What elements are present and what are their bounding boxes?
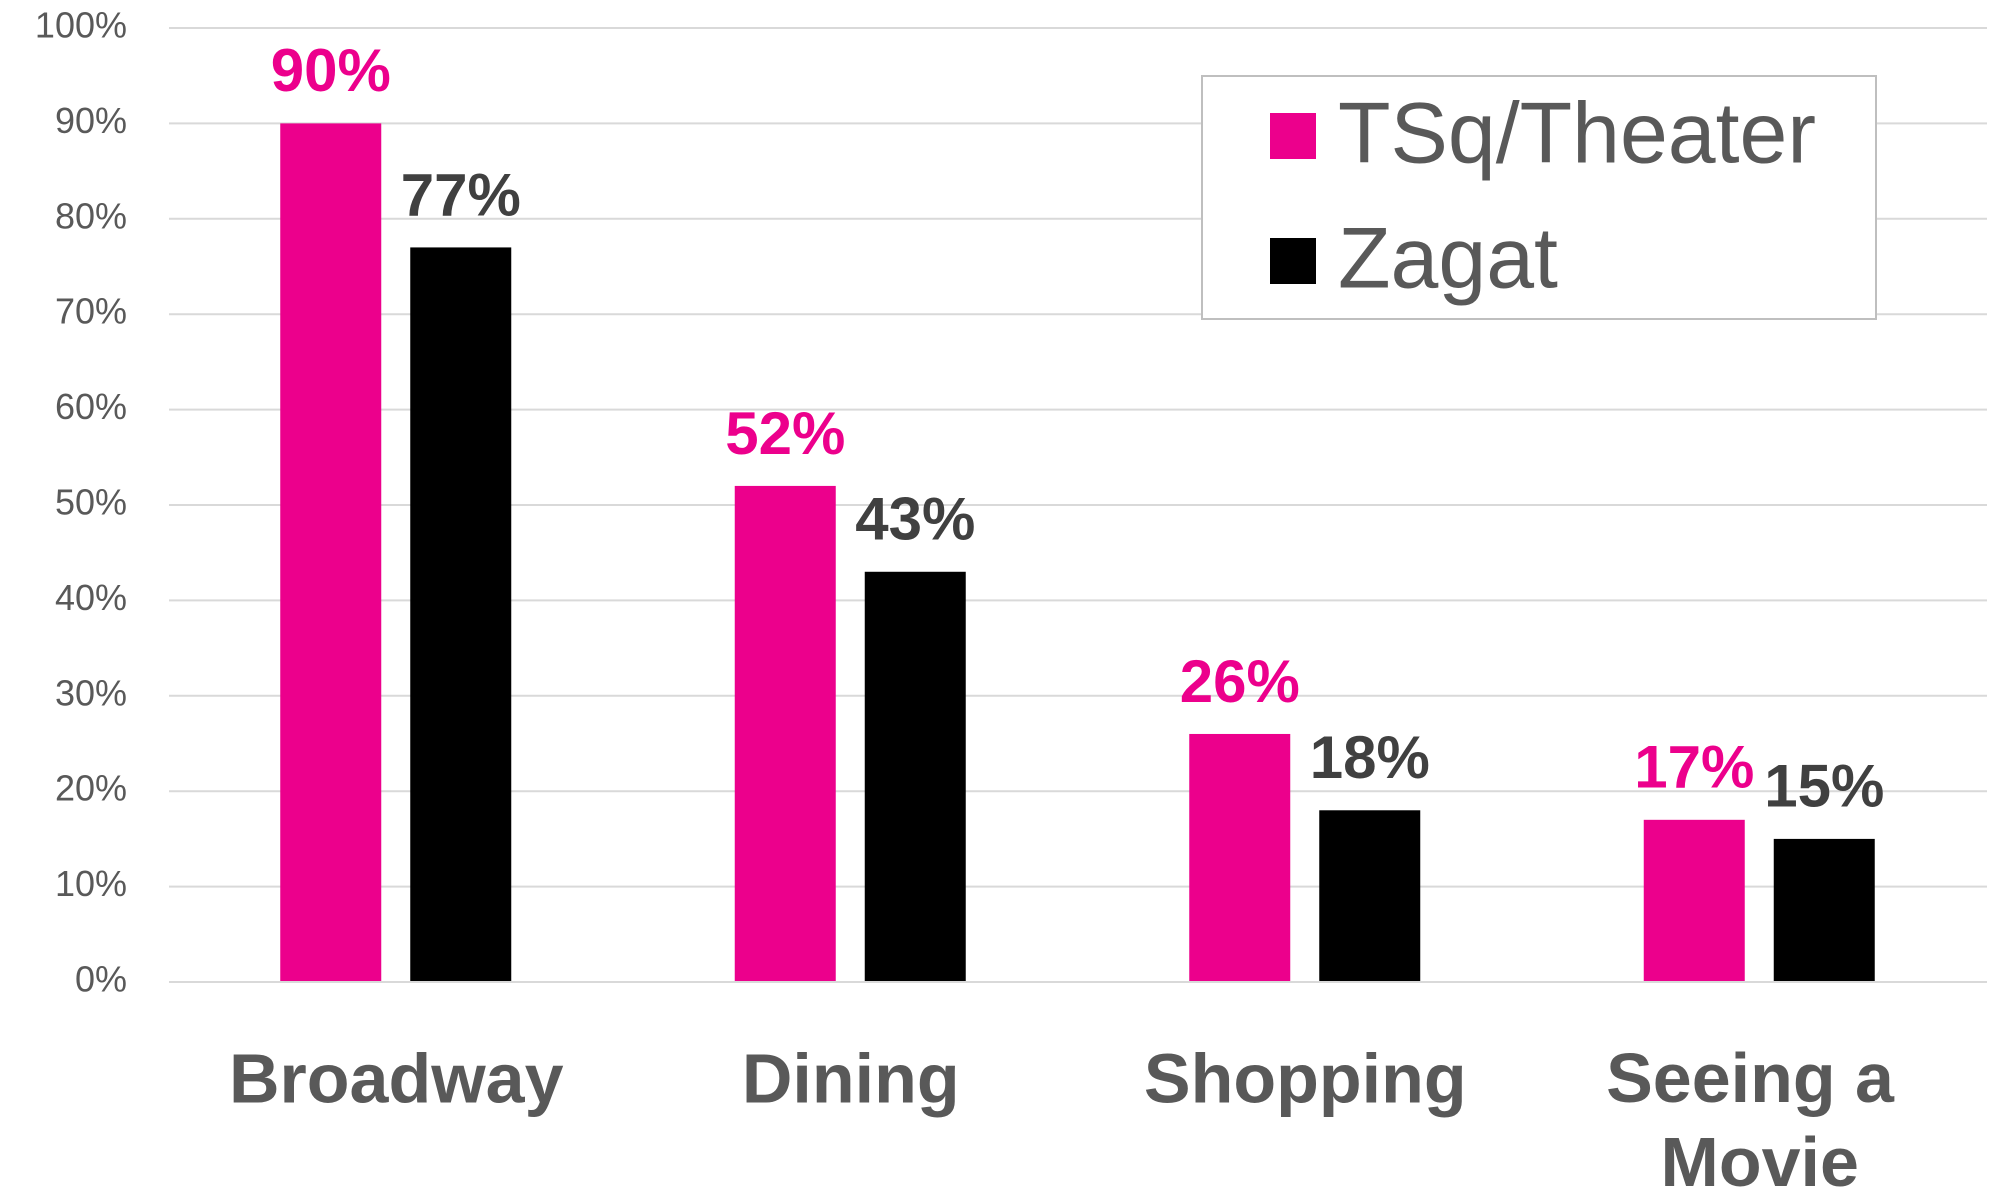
x-tick-label: Broadway — [229, 1039, 564, 1117]
bar — [1643, 819, 1745, 982]
data-label: 90% — [271, 37, 391, 104]
data-label: 17% — [1634, 734, 1754, 801]
bar — [1319, 810, 1421, 982]
y-tick-label: 0% — [75, 959, 127, 1000]
x-tick-label: Seeing a Movie — [1606, 1039, 1913, 1201]
bar — [280, 123, 382, 982]
y-tick-label: 10% — [55, 863, 127, 904]
bar — [1773, 838, 1875, 982]
bar — [1189, 733, 1291, 982]
y-tick-label: 40% — [55, 577, 127, 618]
data-label: 15% — [1764, 753, 1884, 820]
y-tick-label: 20% — [55, 768, 127, 809]
x-tick-label: Shopping — [1144, 1039, 1467, 1117]
data-label: 18% — [1310, 724, 1430, 791]
data-label: 26% — [1180, 648, 1300, 715]
y-tick-label: 30% — [55, 672, 127, 713]
legend-swatch — [1270, 113, 1316, 159]
data-label: 52% — [725, 400, 845, 467]
bar — [410, 247, 512, 983]
x-tick-label: Dining — [742, 1039, 960, 1117]
data-label: 43% — [855, 486, 975, 553]
bar — [734, 485, 836, 982]
legend-label: Zagat — [1338, 211, 1558, 307]
legend-swatch — [1270, 238, 1316, 284]
y-tick-label: 100% — [35, 5, 127, 46]
y-tick-label: 60% — [55, 386, 127, 427]
y-tick-label: 50% — [55, 482, 127, 523]
data-label: 77% — [401, 161, 521, 228]
bar — [864, 571, 966, 982]
y-tick-label: 90% — [55, 100, 127, 141]
y-tick-label: 80% — [55, 195, 127, 236]
legend-label: TSq/Theater — [1338, 86, 1816, 182]
y-tick-label: 70% — [55, 291, 127, 332]
